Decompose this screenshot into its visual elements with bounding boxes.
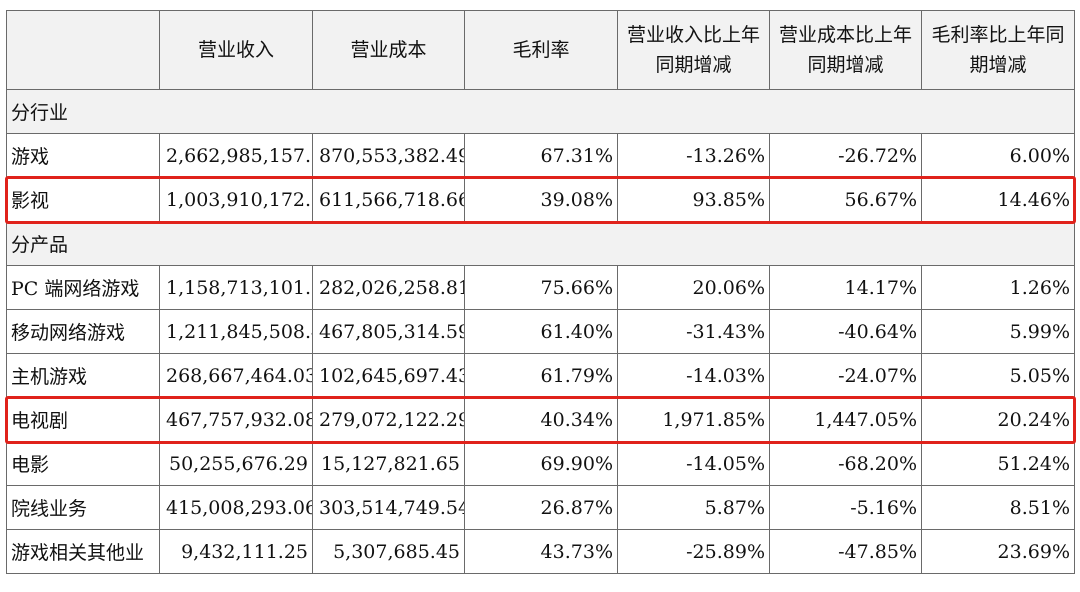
row-label: 影视 xyxy=(6,177,160,222)
table-cell: 40.34% xyxy=(464,397,618,442)
table-cell: 93.85% xyxy=(617,177,770,222)
table-cell: 20.06% xyxy=(617,265,770,310)
header-revenue-change: 营业收入比上年同期增减 xyxy=(617,10,770,90)
table-cell: 5.05% xyxy=(921,353,1075,398)
table-cell: 20.24% xyxy=(921,397,1075,442)
header-cost: 营业成本 xyxy=(312,10,465,90)
table-cell: -24.07% xyxy=(769,353,922,398)
section-title: 分产品 xyxy=(6,221,1075,266)
table-cell: 51.24% xyxy=(921,441,1075,486)
table-cell: 39.08% xyxy=(464,177,618,222)
table-row: 移动网络游戏1,211,845,508.49467,805,314.5961.4… xyxy=(6,309,1075,354)
table-cell: -26.72% xyxy=(769,133,922,178)
table-cell: -5.16% xyxy=(769,485,922,530)
table-row: 电影 50,255,676.29 15,127,821.65 69.90% -14.05… xyxy=(6,441,1075,486)
table-cell: 50,255,676.29 xyxy=(159,441,313,486)
header-revenue: 营业收入 xyxy=(159,10,313,90)
header-row: 营业收入 营业成本 毛利率 营业收入比上年同期增减 营业成本比上年同期增减 毛利… xyxy=(6,10,1075,90)
row-label: PC 端网络游戏 xyxy=(6,265,160,310)
row-label: 游戏相关其他业 xyxy=(6,529,160,574)
table-cell: 43.73% xyxy=(464,529,618,574)
row-label: 电视剧 xyxy=(6,397,160,442)
table-cell: 9,432,111.25 xyxy=(159,529,313,574)
header-cost-change: 营业成本比上年同期增减 xyxy=(769,10,922,90)
table-cell: 8.51% xyxy=(921,485,1075,530)
table-cell: 5.99% xyxy=(921,309,1075,354)
table-cell: -25.89% xyxy=(617,529,770,574)
table-cell: 2,662,985,157.98 xyxy=(159,133,313,178)
table-cell: 1,447.05% xyxy=(769,397,922,442)
table-cell: 56.67% xyxy=(769,177,922,222)
table-row-highlighted: 影视1,003,910,172.74611,566,718.6639.08%93… xyxy=(6,177,1075,222)
section-row: 分产品 xyxy=(6,221,1075,266)
table-cell: 69.90% xyxy=(464,441,618,486)
row-label: 移动网络游戏 xyxy=(6,309,160,354)
table-cell: -47.85% xyxy=(769,529,922,574)
table-cell: 1,971.85% xyxy=(617,397,770,442)
row-label: 主机游戏 xyxy=(6,353,160,398)
table-cell: 415,008,293.06 xyxy=(159,485,313,530)
table-cell: 26.87% xyxy=(464,485,618,530)
section-row: 分行业 xyxy=(6,89,1075,134)
table-cell: 282,026,258.81 xyxy=(312,265,465,310)
table-cell: 1.26% xyxy=(921,265,1075,310)
table-cell: 15,127,821.65 xyxy=(312,441,465,486)
table-cell: 1,003,910,172.74 xyxy=(159,177,313,222)
table-cell: -14.05% xyxy=(617,441,770,486)
table-row: 游戏相关其他业 9,432,111.25 5,307,685.45 43.73% -25… xyxy=(6,529,1075,574)
row-label: 电影 xyxy=(6,441,160,486)
table-cell: 67.31% xyxy=(464,133,618,178)
table-cell: 14.17% xyxy=(769,265,922,310)
row-label: 游戏 xyxy=(6,133,160,178)
header-margin-change: 毛利率比上年同期增减 xyxy=(921,10,1075,90)
header-gross-margin: 毛利率 xyxy=(464,10,618,90)
table-cell: 23.69% xyxy=(921,529,1075,574)
table-cell: 61.40% xyxy=(464,309,618,354)
table-cell: 61.79% xyxy=(464,353,618,398)
section-title: 分行业 xyxy=(6,89,1075,134)
table-cell: 268,667,464.03 xyxy=(159,353,313,398)
table-cell: 279,072,122.29 xyxy=(312,397,465,442)
table-cell: 467,805,314.59 xyxy=(312,309,465,354)
financial-table: 营业收入 营业成本 毛利率 营业收入比上年同期增减 营业成本比上年同期增减 毛利… xyxy=(6,10,1075,574)
table-cell: 1,158,713,101.96 xyxy=(159,265,313,310)
table-cell: 5.87% xyxy=(617,485,770,530)
table-cell: 1,211,845,508.49 xyxy=(159,309,313,354)
table-cell: 870,553,382.49 xyxy=(312,133,465,178)
table-row: PC 端网络游戏1,158,713,101.96282,026,258.8175… xyxy=(6,265,1075,310)
table-row: 院线业务 415,008,293.06 303,514,749.54 26.87% 5.… xyxy=(6,485,1075,530)
table-cell: -68.20% xyxy=(769,441,922,486)
table-cell: 611,566,718.66 xyxy=(312,177,465,222)
table-cell: -13.26% xyxy=(617,133,770,178)
table-row-highlighted: 电视剧 467,757,932.08 279,072,122.29 40.34% 1,9… xyxy=(6,397,1075,442)
table-cell: 303,514,749.54 xyxy=(312,485,465,530)
table-cell: 102,645,697.43 xyxy=(312,353,465,398)
table-cell: -40.64% xyxy=(769,309,922,354)
table-cell: 14.46% xyxy=(921,177,1075,222)
table-row: 主机游戏 268,667,464.03 102,645,697.43 61.79% -1… xyxy=(6,353,1075,398)
table-cell: 5,307,685.45 xyxy=(312,529,465,574)
row-label: 院线业务 xyxy=(6,485,160,530)
table-cell: 467,757,932.08 xyxy=(159,397,313,442)
table-cell: 75.66% xyxy=(464,265,618,310)
table-cell: 6.00% xyxy=(921,133,1075,178)
table-row: 游戏2,662,985,157.98870,553,382.4967.31%-1… xyxy=(6,133,1075,178)
header-corner xyxy=(6,10,160,90)
table-cell: -14.03% xyxy=(617,353,770,398)
table-cell: -31.43% xyxy=(617,309,770,354)
